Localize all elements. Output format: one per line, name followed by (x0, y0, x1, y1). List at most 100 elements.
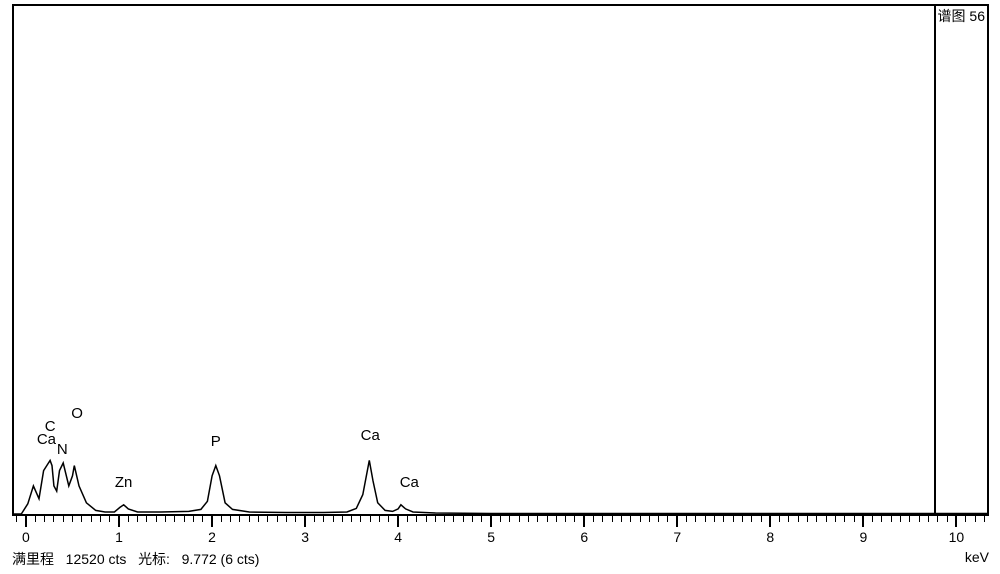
x-tick-label: 9 (859, 529, 867, 545)
x-minor-tick (35, 516, 36, 522)
x-minor-tick (407, 516, 408, 522)
x-minor-tick (630, 516, 631, 522)
x-minor-tick (388, 516, 389, 522)
x-minor-tick (174, 516, 175, 522)
x-axis-unit-text: keV (965, 549, 989, 565)
x-axis-unit: keV (965, 549, 989, 565)
x-minor-tick (156, 516, 157, 522)
x-minor-tick (314, 516, 315, 522)
cursor-label: 光标: (138, 551, 170, 567)
x-minor-tick (816, 516, 817, 522)
x-minor-tick (109, 516, 110, 522)
x-minor-tick (612, 516, 613, 522)
x-major-tick (25, 516, 27, 527)
x-minor-tick (695, 516, 696, 522)
x-tick-label: 5 (487, 529, 495, 545)
x-minor-tick (444, 516, 445, 522)
x-minor-tick (621, 516, 622, 522)
x-major-tick (583, 516, 585, 527)
x-minor-tick (100, 516, 101, 522)
x-minor-tick (63, 516, 64, 522)
x-minor-tick (221, 516, 222, 522)
x-minor-tick (81, 516, 82, 522)
x-minor-tick (835, 516, 836, 522)
x-minor-tick (249, 516, 250, 522)
x-minor-tick (919, 516, 920, 522)
x-minor-tick (900, 516, 901, 522)
x-minor-tick (128, 516, 129, 522)
x-minor-tick (779, 516, 780, 522)
x-major-tick (769, 516, 771, 527)
x-minor-tick (295, 516, 296, 522)
x-minor-tick (286, 516, 287, 522)
x-minor-tick (891, 516, 892, 522)
x-minor-tick (323, 516, 324, 522)
x-tick-label: 2 (208, 529, 216, 545)
x-minor-tick (370, 516, 371, 522)
peak-label: O (71, 405, 83, 422)
x-minor-tick (602, 516, 603, 522)
x-tick-label: 1 (115, 529, 123, 545)
x-tick-label: 6 (580, 529, 588, 545)
x-tick-label: 3 (301, 529, 309, 545)
x-minor-tick (351, 516, 352, 522)
spectrum-id-label: 谱图 56 (938, 6, 985, 26)
x-minor-tick (91, 516, 92, 522)
x-minor-tick (872, 516, 873, 522)
x-minor-tick (72, 516, 73, 522)
x-major-tick (490, 516, 492, 527)
x-major-tick (118, 516, 120, 527)
x-minor-tick (788, 516, 789, 522)
x-minor-tick (965, 516, 966, 522)
full-scale-value: 12520 cts (66, 551, 127, 567)
peak-label: N (57, 441, 68, 458)
x-minor-tick (277, 516, 278, 522)
x-minor-tick (667, 516, 668, 522)
x-minor-tick (500, 516, 501, 522)
x-minor-tick (593, 516, 594, 522)
eds-spectrum-window: { "chart": { "type": "spectrum-line", "s… (0, 0, 1000, 574)
x-minor-tick (556, 516, 557, 522)
x-major-tick (211, 516, 213, 527)
x-tick-label: 4 (394, 529, 402, 545)
cursor-value: 9.772 (6 cts) (182, 551, 260, 567)
x-minor-tick (463, 516, 464, 522)
x-minor-tick (928, 516, 929, 522)
x-tick-label: 10 (949, 529, 965, 545)
x-minor-tick (165, 516, 166, 522)
x-minor-tick (453, 516, 454, 522)
x-minor-tick (146, 516, 147, 522)
x-minor-tick (640, 516, 641, 522)
x-minor-tick (528, 516, 529, 522)
x-minor-tick (202, 516, 203, 522)
x-minor-tick (826, 516, 827, 522)
x-minor-tick (686, 516, 687, 522)
x-minor-tick (565, 516, 566, 522)
footer-left: 满里程 12520 cts 光标: 9.772 (6 cts) (12, 549, 259, 569)
x-minor-tick (854, 516, 855, 522)
x-minor-tick (258, 516, 259, 522)
x-minor-tick (44, 516, 45, 522)
x-minor-tick (509, 516, 510, 522)
spectrum-id-prefix: 谱图 (938, 8, 966, 24)
x-minor-tick (937, 516, 938, 522)
x-minor-tick (472, 516, 473, 522)
x-minor-tick (975, 516, 976, 522)
x-minor-tick (333, 516, 334, 522)
x-minor-tick (547, 516, 548, 522)
x-minor-tick (798, 516, 799, 522)
x-tick-label: 0 (22, 529, 30, 545)
x-minor-tick (807, 516, 808, 522)
x-minor-tick (844, 516, 845, 522)
x-minor-tick (881, 516, 882, 522)
x-major-tick (676, 516, 678, 527)
spectrum-id-number: 56 (969, 8, 985, 24)
x-major-tick (304, 516, 306, 527)
x-minor-tick (761, 516, 762, 522)
peak-label: Ca (361, 427, 380, 444)
x-minor-tick (723, 516, 724, 522)
x-minor-tick (481, 516, 482, 522)
x-minor-tick (267, 516, 268, 522)
x-minor-tick (751, 516, 752, 522)
x-minor-tick (360, 516, 361, 522)
